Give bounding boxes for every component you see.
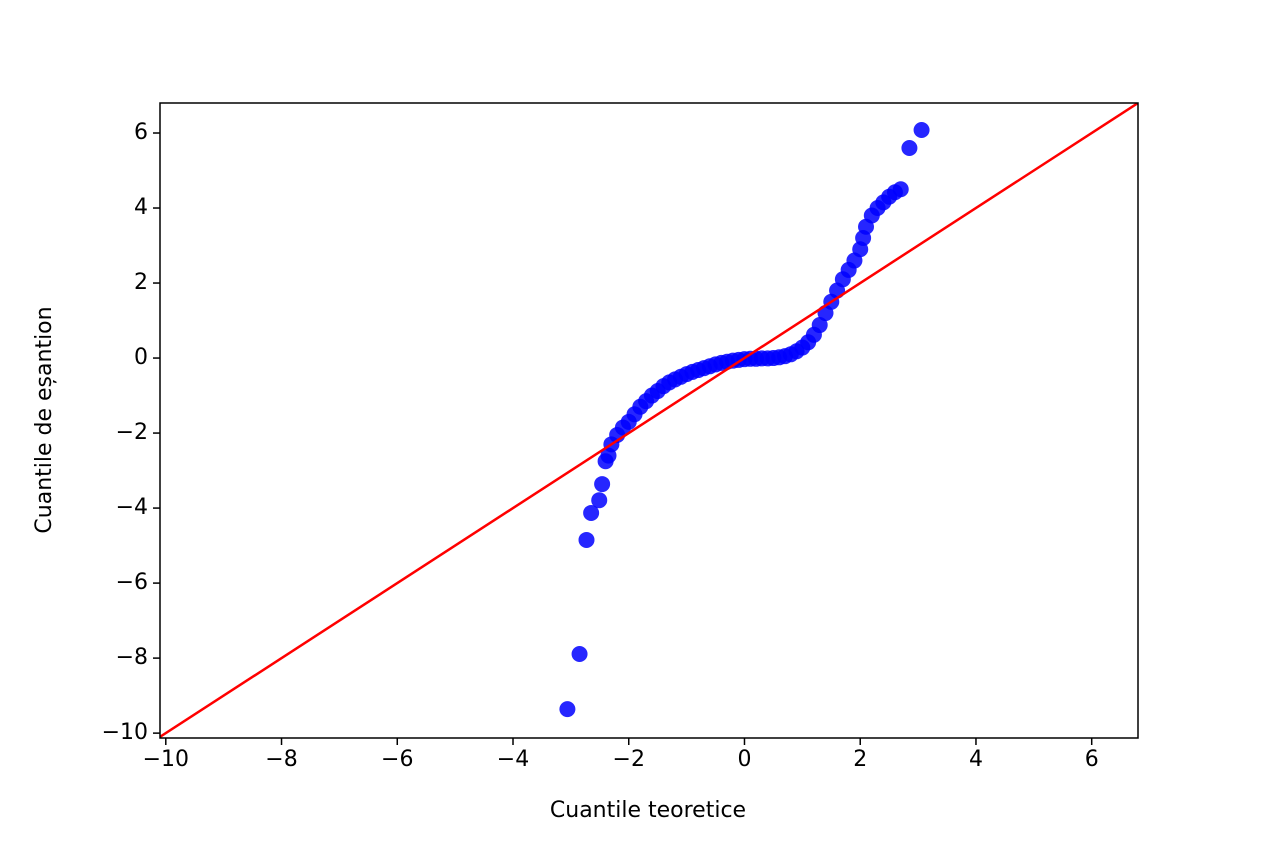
reference-line bbox=[160, 103, 1138, 738]
y-tick-label: 0 bbox=[134, 345, 148, 370]
y-tick-label: 6 bbox=[134, 120, 148, 145]
data-point bbox=[892, 181, 909, 198]
y-tick-label: 2 bbox=[134, 270, 148, 295]
data-point bbox=[901, 140, 918, 157]
plot-frame bbox=[159, 102, 1139, 739]
y-axis-label: Cuantile de eșantion bbox=[32, 306, 57, 533]
x-tick-label: 6 bbox=[1085, 747, 1099, 772]
y-tick-label: −8 bbox=[116, 645, 148, 670]
data-point bbox=[591, 492, 608, 509]
x-tick-label: 4 bbox=[969, 747, 983, 772]
x-axis-label: Cuantile teoretice bbox=[550, 798, 746, 823]
y-tick-label: −2 bbox=[116, 420, 148, 445]
y-tick-label: −10 bbox=[102, 720, 148, 745]
data-point bbox=[811, 317, 828, 334]
data-point bbox=[559, 701, 576, 718]
y-tick-label: −6 bbox=[116, 570, 148, 595]
data-point bbox=[578, 531, 595, 548]
plot-area bbox=[160, 103, 1138, 738]
data-point bbox=[913, 122, 930, 139]
x-tick-label: −8 bbox=[265, 747, 297, 772]
data-point bbox=[571, 645, 588, 662]
x-tick-label: −10 bbox=[143, 747, 189, 772]
x-tick-label: −2 bbox=[613, 747, 645, 772]
y-tick-label: 4 bbox=[134, 195, 148, 220]
x-tick-label: 2 bbox=[853, 747, 867, 772]
data-point bbox=[594, 476, 611, 493]
y-tick-label: −4 bbox=[116, 495, 148, 520]
x-tick-label: −4 bbox=[497, 747, 529, 772]
data-point bbox=[583, 504, 600, 521]
x-tick-label: 0 bbox=[737, 747, 751, 772]
x-tick-label: −6 bbox=[381, 747, 413, 772]
